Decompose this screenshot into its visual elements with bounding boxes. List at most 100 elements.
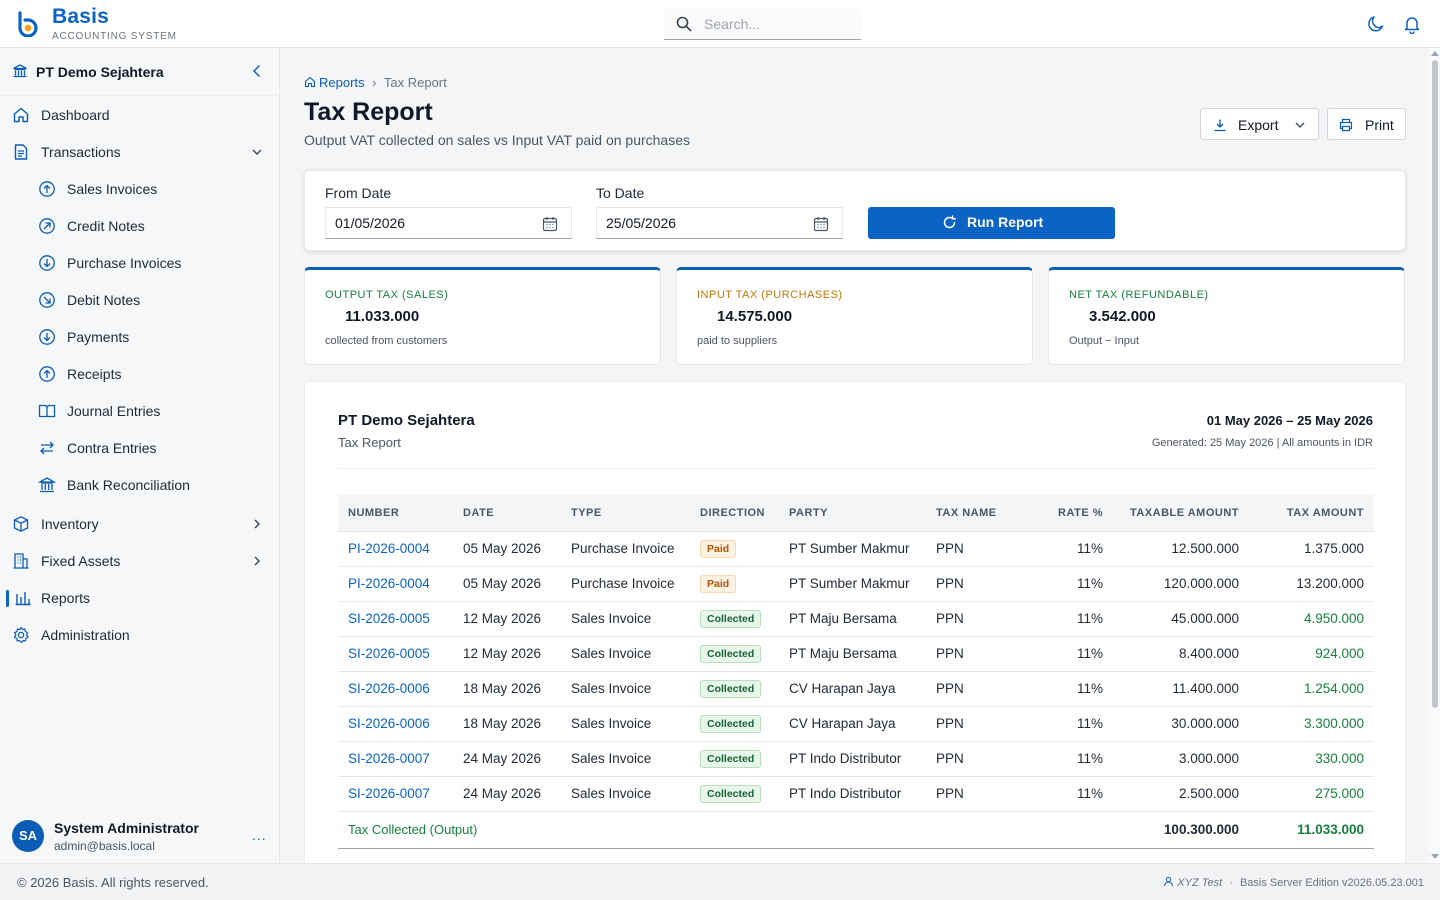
sidebar-item-bank-reconciliation[interactable]: Bank Reconciliation [0,467,280,504]
sidebar: PT Demo Sejahtera Dashboard Transactions… [0,48,280,863]
chevron-left-icon[interactable] [250,64,264,78]
sidebar-item-label: Bank Reconciliation [67,477,190,493]
table-header: NUMBER DATE TYPE DIRECTION PARTY TAX NAM… [338,495,1374,532]
document-number-link[interactable]: SI-2026-0005 [348,611,430,626]
cell-number: SI-2026-0007 [338,776,453,812]
output-tax-card: OUTPUT TAX (SALES) 11.033.000 collected … [304,267,661,365]
calendar-icon[interactable] [542,216,558,232]
user-menu-button[interactable]: ... [252,827,267,843]
document-number-link[interactable]: SI-2026-0006 [348,681,430,696]
app-name: Basis [52,5,110,28]
table-row: PI-2026-0004 05 May 2026 Purchase Invoice P… [338,531,1374,567]
cell-tax-name: PPN [926,741,1016,777]
sidebar-item-journal-entries[interactable]: Journal Entries [0,393,280,430]
cell-number: SI-2026-0005 [338,636,453,672]
user-profile[interactable]: SA System Administrator admin@basis.loca… [0,810,280,863]
from-date-label: From Date [325,185,392,201]
document-number-link[interactable]: PI-2026-0004 [348,541,430,556]
user-email: admin@basis.local [54,839,155,853]
sidebar-item-dashboard[interactable]: Dashboard [0,97,280,134]
report-date-range: 01 May 2026 – 25 May 2026 [1206,413,1373,428]
scroll-up-arrow[interactable] [1431,51,1439,56]
print-button[interactable]: Print [1327,108,1406,140]
filter-panel: From Date 01/05/2026 To Date 25/05/2026 … [304,170,1406,251]
search-box[interactable] [664,9,861,40]
cell-rate: 11% [1016,706,1113,742]
table-row: SI-2026-0007 24 May 2026 Sales Invoice Coll… [338,741,1374,777]
col-tax-name[interactable]: TAX NAME [926,495,1016,532]
cell-rate: 11% [1016,671,1113,707]
col-taxable-amount[interactable]: TAXABLE AMOUNT [1113,495,1249,532]
footer: © 2026 Basis. All rights reserved. XYZ T… [0,863,1440,900]
user-name: System Administrator [54,820,199,836]
footer-user: XYZ Test [1177,877,1223,889]
table-row: PI-2026-0004 05 May 2026 Purchase Invoice P… [338,566,1374,602]
scrollbar[interactable] [1429,48,1440,863]
calendar-icon[interactable] [813,216,829,232]
stat-value: 11.033.000 [345,308,420,325]
search-input[interactable] [704,14,854,34]
arrow-down-circle-icon [39,329,55,345]
breadcrumb-reports-link[interactable]: Reports [319,75,365,90]
document-number-link[interactable]: SI-2026-0006 [348,716,430,731]
sidebar-item-transactions[interactable]: Transactions [0,134,280,171]
sidebar-item-label: Receipts [67,366,122,382]
scrollbar-thumb[interactable] [1432,60,1438,708]
table-row: SI-2026-0005 12 May 2026 Sales Invoice Coll… [338,601,1374,637]
cell-type: Sales Invoice [561,776,690,812]
cell-number: SI-2026-0007 [338,741,453,777]
sidebar-item-sales-invoices[interactable]: Sales Invoices [0,171,280,208]
cell-date: 18 May 2026 [453,706,561,742]
col-rate[interactable]: RATE % [1016,495,1113,532]
cell-taxable-amount: 3.000.000 [1113,741,1249,777]
direction-badge: Paid [700,539,737,558]
tax-table: NUMBER DATE TYPE DIRECTION PARTY TAX NAM… [338,495,1374,849]
sidebar-item-contra-entries[interactable]: Contra Entries [0,430,280,467]
document-number-link[interactable]: SI-2026-0007 [348,786,430,801]
document-number-link[interactable]: PI-2026-0004 [348,576,430,591]
bell-icon[interactable] [1402,14,1422,34]
sidebar-item-label: Purchase Invoices [67,255,182,271]
col-direction[interactable]: DIRECTION [690,495,779,532]
col-party[interactable]: PARTY [779,495,926,532]
arrow-up-right-circle-icon [39,218,55,234]
cell-taxable-amount: 11.400.000 [1113,671,1249,707]
printer-icon [1339,118,1353,132]
run-report-button[interactable]: Run Report [868,207,1115,239]
sidebar-item-payments[interactable]: Payments [0,319,280,356]
from-date-field[interactable]: 01/05/2026 [325,207,572,239]
cell-type: Purchase Invoice [561,566,690,602]
company-switcher[interactable]: PT Demo Sejahtera [0,48,280,96]
sidebar-item-credit-notes[interactable]: Credit Notes [0,208,280,245]
cell-direction: Collected [690,706,779,742]
arrow-down-right-circle-icon [39,292,55,308]
sidebar-item-receipts[interactable]: Receipts [0,356,280,393]
net-tax-card: NET TAX (REFUNDABLE) 3.542.000 Output − … [1048,267,1405,365]
report-card: PT Demo Sejahtera Tax Report 01 May 2026… [304,381,1406,863]
cell-tax-name: PPN [926,706,1016,742]
sidebar-item-reports[interactable]: Reports [0,580,280,617]
moon-icon[interactable] [1366,14,1386,34]
export-button[interactable]: Export [1200,108,1319,140]
document-number-link[interactable]: SI-2026-0005 [348,646,430,661]
report-company: PT Demo Sejahtera [338,412,475,429]
sidebar-item-purchase-invoices[interactable]: Purchase Invoices [0,245,280,282]
to-date-field[interactable]: 25/05/2026 [596,207,843,239]
col-tax-amount[interactable]: TAX AMOUNT [1249,495,1374,532]
bar-chart-icon [15,592,31,606]
sidebar-item-label: Payments [67,329,130,345]
sidebar-item-administration[interactable]: Administration [0,617,280,654]
col-date[interactable]: DATE [453,495,561,532]
sidebar-item-fixed-assets[interactable]: Fixed Assets [0,543,280,580]
cell-date: 05 May 2026 [453,566,561,602]
scroll-down-arrow[interactable] [1431,854,1439,859]
input-tax-card: INPUT TAX (PURCHASES) 14.575.000 paid to… [676,267,1033,365]
sidebar-item-inventory[interactable]: Inventory [0,506,280,543]
col-type[interactable]: TYPE [561,495,690,532]
document-number-link[interactable]: SI-2026-0007 [348,751,430,766]
stat-value: 3.542.000 [1089,308,1156,325]
main-content: Reports › Tax Report Tax Report Output V… [281,48,1429,863]
sidebar-item-debit-notes[interactable]: Debit Notes [0,282,280,319]
cell-number: SI-2026-0006 [338,671,453,707]
col-number[interactable]: NUMBER [338,495,453,532]
